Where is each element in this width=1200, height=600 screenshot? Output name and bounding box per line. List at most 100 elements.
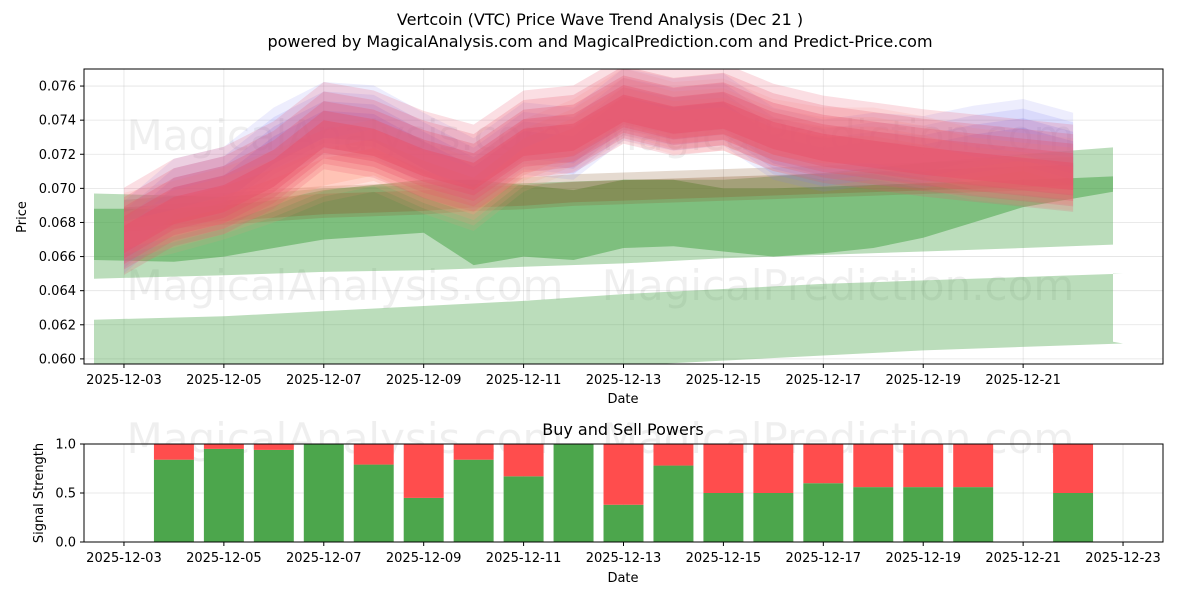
orange-wave-layer: [124, 69, 1074, 266]
blue-wave-layer: [124, 69, 1074, 274]
watermark-text: MagicalAnalysis.com: [127, 261, 564, 310]
buy-bar: [803, 483, 844, 542]
bar-y-tick-label: 0.5: [55, 487, 76, 502]
orange-wave-layer: [124, 97, 1074, 249]
buy-bar: [903, 487, 944, 542]
orange-wave-layer: [124, 77, 1074, 260]
sell-bar: [603, 444, 644, 505]
signal-plot-area: MagicalAnalysis.com MagicalPrediction.com…: [55, 414, 1164, 566]
main-y-tick-label: 0.060: [39, 352, 76, 367]
buy-bar: [403, 497, 444, 542]
blue-wave-layer: [124, 87, 1074, 263]
brown-wave-layer: [124, 164, 1074, 228]
sell-bar: [253, 444, 294, 450]
bar-chart-title: Buy and Sell Powers: [542, 420, 704, 439]
bar-x-tick-label: 2025-12-15: [686, 551, 762, 566]
main-x-tick-label: 2025-12-15: [686, 373, 762, 388]
buy-bar: [603, 504, 644, 542]
buy-bar: [653, 465, 694, 542]
buy-bar: [853, 487, 894, 542]
watermark-text: MagicalAnalysis.com: [127, 111, 564, 160]
main-series-group: [94, 69, 1123, 364]
watermark-text: MagicalPrediction.com: [602, 111, 1075, 160]
sell-bar: [653, 444, 694, 466]
main-x-tick-label: 2025-12-17: [786, 373, 862, 388]
red-wave-layer: [124, 94, 1074, 254]
sell-bar: [203, 444, 244, 449]
sell-bar: [703, 444, 744, 493]
buy-bar: [503, 476, 544, 542]
sell-bar: [453, 444, 494, 460]
watermark-text: MagicalPrediction.com: [602, 261, 1075, 310]
orange-wave-layer: [124, 87, 1074, 255]
sell-bar: [153, 444, 194, 460]
bar-x-tick-label: 2025-12-09: [386, 551, 462, 566]
buy-bar: [253, 449, 294, 542]
bar-x-tick-label: 2025-12-23: [1085, 551, 1161, 566]
sell-bar: [853, 444, 894, 488]
buy-bar: [203, 448, 244, 542]
buy-bar: [753, 493, 794, 542]
red-wave-layer: [124, 75, 1074, 265]
buy-bar: [703, 493, 744, 542]
bar-y-tick-label: 0.0: [55, 536, 76, 551]
bar-x-tick-label: 2025-12-17: [786, 551, 862, 566]
main-x-tick-label: 2025-12-07: [286, 373, 362, 388]
bar-x-axis-label: Date: [607, 571, 638, 586]
price-plot-area: MagicalAnalysis.com MagicalPrediction.com…: [39, 68, 1164, 388]
sell-bar: [953, 444, 994, 488]
blue-wave-layer: [124, 97, 1074, 258]
main-y-tick-label: 0.064: [39, 284, 76, 299]
main-x-tick-label: 2025-12-19: [885, 373, 961, 388]
main-chart-subtitle: powered by MagicalAnalysis.com and Magic…: [267, 32, 932, 51]
main-x-tick-label: 2025-12-11: [486, 373, 562, 388]
main-x-tick-label: 2025-12-09: [386, 373, 462, 388]
main-x-axis-label: Date: [607, 392, 638, 407]
bar-x-tick-label: 2025-12-03: [86, 551, 162, 566]
sell-bar: [403, 444, 444, 498]
main-y-axis-label: Price: [15, 201, 30, 233]
sell-bar: [1053, 444, 1094, 493]
main-y-tick-label: 0.062: [39, 318, 76, 333]
buy-bar: [453, 459, 494, 542]
bar-x-tick-label: 2025-12-07: [286, 551, 362, 566]
main-x-tick-label: 2025-12-21: [985, 373, 1061, 388]
sell-bar: [353, 444, 394, 465]
green-band-3: [94, 176, 1113, 266]
main-x-tick-label: 2025-12-03: [86, 373, 162, 388]
blue-wave-layer: [124, 77, 1074, 269]
buy-bar: [1053, 493, 1094, 542]
main-y-tick-label: 0.072: [39, 148, 76, 163]
sell-bar: [753, 444, 794, 493]
bar-y-tick-label: 1.0: [55, 438, 76, 453]
sell-bar: [503, 444, 544, 477]
red-wave-layer: [124, 69, 1074, 270]
bar-x-tick-label: 2025-12-13: [586, 551, 662, 566]
red-wave-layer: [124, 85, 1074, 259]
buy-bar: [353, 464, 394, 542]
buy-bar: [303, 444, 344, 542]
sell-bar: [803, 444, 844, 484]
main-x-tick-label: 2025-12-05: [186, 373, 262, 388]
bar-x-tick-label: 2025-12-05: [186, 551, 262, 566]
main-y-tick-label: 0.076: [39, 80, 76, 95]
main-y-tick-label: 0.070: [39, 182, 76, 197]
brown-wave-layer: [124, 157, 1074, 232]
bar-x-tick-label: 2025-12-11: [486, 551, 562, 566]
red-wave-layer: [124, 69, 1074, 275]
bar-x-tick-label: 2025-12-19: [885, 551, 961, 566]
buy-bar: [953, 487, 994, 542]
sell-bar: [903, 444, 944, 488]
buy-bar: [153, 459, 194, 542]
bar-x-tick-label: 2025-12-21: [985, 551, 1061, 566]
green-band-1: [94, 273, 1123, 364]
bar-y-axis-label: Signal Strength: [32, 443, 47, 543]
main-y-tick-label: 0.068: [39, 216, 76, 231]
buy-bar: [553, 444, 594, 542]
main-y-tick-label: 0.066: [39, 250, 76, 265]
main-x-tick-label: 2025-12-13: [586, 373, 662, 388]
main-y-tick-label: 0.074: [39, 114, 76, 129]
main-chart-title: Vertcoin (VTC) Price Wave Trend Analysis…: [397, 10, 803, 29]
